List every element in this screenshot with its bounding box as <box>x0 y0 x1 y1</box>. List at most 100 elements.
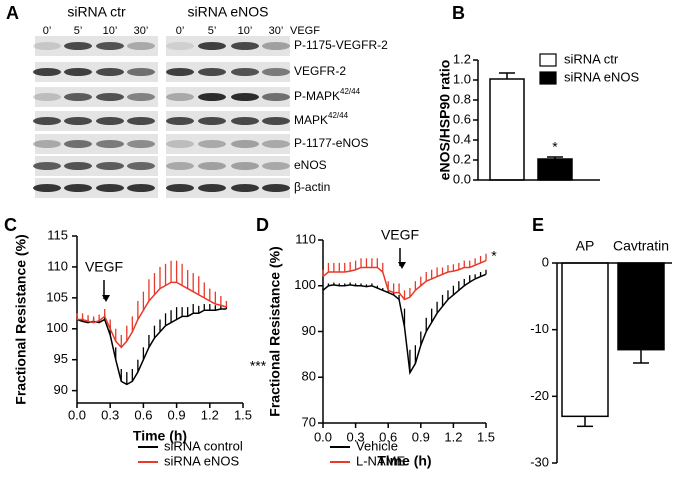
lane-label: 0’ <box>176 25 185 37</box>
y-tick-label: 0.8 <box>453 91 471 106</box>
blot-strip <box>166 62 290 82</box>
blot-strip <box>166 87 290 107</box>
blot-band <box>96 140 124 148</box>
y-tick-label: 115 <box>47 227 68 242</box>
y-tick-label: 1.0 <box>453 71 471 86</box>
y-tick-label: 110 <box>47 258 68 273</box>
category-label: AP <box>576 238 595 254</box>
annotation: * <box>552 139 558 155</box>
row-label-text: P-MAPK <box>294 89 340 103</box>
series-line <box>322 273 487 375</box>
annotation: * <box>491 248 497 264</box>
blot-band <box>33 162 61 170</box>
blot-band <box>166 42 194 50</box>
blot-band <box>166 162 194 170</box>
blot-strip <box>166 36 290 56</box>
row-label-sup: 42/44 <box>340 87 361 96</box>
blot-band <box>198 68 226 76</box>
legend-label: siRNA control <box>164 438 243 453</box>
row-label: MAPK42/44 <box>294 111 349 127</box>
panel-letter: A <box>6 3 19 23</box>
x-tick-label: 0.0 <box>314 429 332 444</box>
row-label: P-1177-eNOS <box>294 136 368 150</box>
row-label-text: P-1177-eNOS <box>294 136 368 150</box>
category-label: Cavtratin <box>613 238 669 254</box>
y-tick-label: 90 <box>302 323 316 338</box>
row-label: P-MAPK42/44 <box>294 87 361 103</box>
blot-band <box>96 68 124 76</box>
legend-swatch <box>539 53 557 67</box>
blot-band <box>96 162 124 170</box>
blot-band <box>231 42 259 50</box>
y-tick-label: 0.2 <box>453 151 471 166</box>
group-label: siRNA eNOS <box>188 4 269 20</box>
lane-label: 30’ <box>134 25 149 37</box>
x-tick-label: 0.9 <box>168 407 186 422</box>
blot-band <box>262 162 290 170</box>
blot-band <box>33 117 61 125</box>
lane-label: 0’ <box>43 25 52 37</box>
annotation: VEGF <box>85 259 123 275</box>
blot-band <box>64 42 92 50</box>
blot-band <box>198 117 226 125</box>
blot-band <box>166 117 194 125</box>
y-tick-label: -30 <box>530 454 549 469</box>
row-label: P-1175-VEGFR-2 <box>294 38 388 52</box>
x-tick-label: 0.0 <box>68 407 86 422</box>
series-line <box>77 281 227 349</box>
bar <box>617 262 665 351</box>
blot-band <box>231 184 259 192</box>
blot-band <box>96 117 124 125</box>
blot-band <box>166 68 194 76</box>
x-axis-title: Time (h) <box>377 453 431 469</box>
blot-band <box>231 140 259 148</box>
y-tick-label: 0.6 <box>453 111 471 126</box>
legend-label: Vehicle <box>356 438 398 453</box>
row-label-text: P-1175-VEGFR-2 <box>294 38 388 52</box>
lane-label: 30’ <box>269 25 284 37</box>
legend-label: siRNA eNOS <box>564 69 639 84</box>
blot-band <box>198 42 226 50</box>
blot-strip <box>166 111 290 131</box>
bar <box>489 78 525 181</box>
row-label: eNOS <box>294 158 327 172</box>
lane-label: 10’ <box>103 25 118 37</box>
blot-band <box>33 42 61 50</box>
row-label: VEGFR-2 <box>294 64 346 78</box>
y-tick-label: 80 <box>302 369 316 384</box>
x-tick-label: 0.3 <box>347 429 365 444</box>
blot-band <box>127 42 155 50</box>
row-label-text: eNOS <box>294 158 327 172</box>
blot-band <box>262 140 290 148</box>
row-label-sup: 42/44 <box>328 111 349 120</box>
legend-label: L-NAME <box>356 453 405 468</box>
y-tick-label: 110 <box>295 231 316 246</box>
y-tick-label: 90 <box>54 382 68 397</box>
blot-band <box>96 42 124 50</box>
y-tick-label: 100 <box>46 320 68 335</box>
series-line <box>76 308 227 386</box>
blot-band <box>127 117 155 125</box>
blot-band <box>33 68 61 76</box>
y-tick-label: 70 <box>302 414 316 429</box>
y-axis-title: Fractional Resistance (%) <box>267 246 283 416</box>
y-tick-label: 0 <box>542 254 549 269</box>
lane-label: 10’ <box>238 25 253 37</box>
blot-band <box>231 93 259 101</box>
blot-band <box>198 162 226 170</box>
legend-label: siRNA ctr <box>564 51 619 66</box>
blot-band <box>96 93 124 101</box>
legend-label: siRNA eNOS <box>164 453 239 468</box>
blot-band <box>198 140 226 148</box>
blot-band <box>166 140 194 148</box>
blot-band <box>33 140 61 148</box>
blot-band <box>127 93 155 101</box>
blot-band <box>231 117 259 125</box>
y-tick-label: 105 <box>46 289 68 304</box>
y-tick-label: 1.2 <box>453 51 471 66</box>
group-label: siRNA ctr <box>67 4 126 20</box>
blot-strip <box>166 156 290 176</box>
y-tick-label: -20 <box>530 388 549 403</box>
